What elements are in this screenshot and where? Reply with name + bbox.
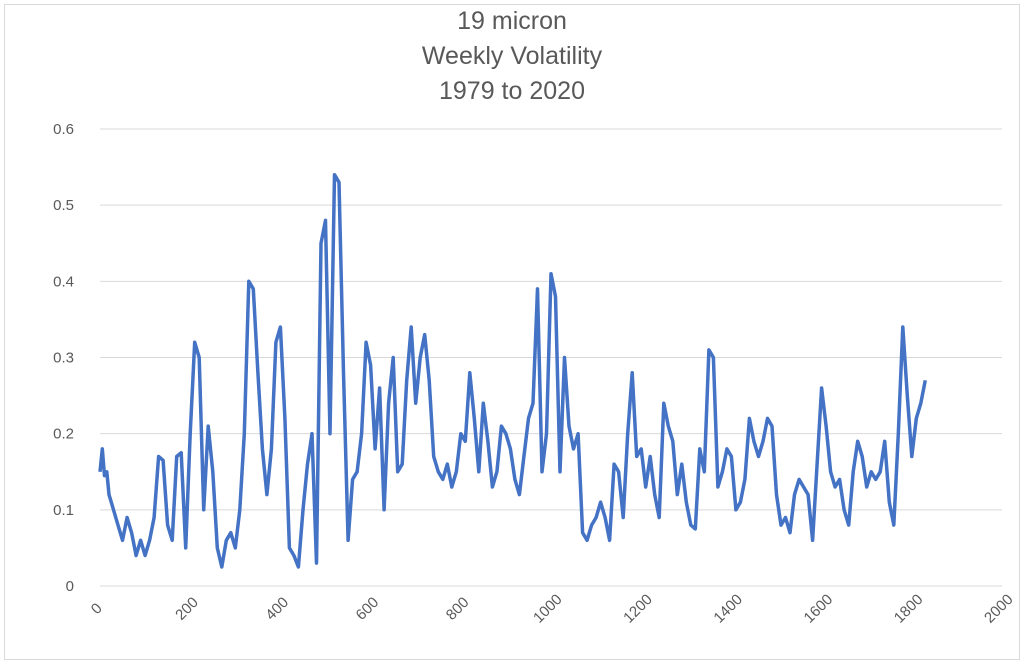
x-tick-label: 1800: [891, 591, 927, 627]
chart-title: 19 micron: [457, 7, 567, 35]
x-tick-label: 400: [262, 594, 292, 624]
y-tick-label: 0.1: [53, 502, 74, 519]
x-tick-label: 1400: [710, 591, 746, 627]
y-tick-label: 0.4: [53, 273, 74, 290]
x-tick-label: 2000: [981, 591, 1017, 627]
x-tick-label: 600: [353, 594, 383, 624]
chart-subtitle: Weekly Volatility: [421, 42, 603, 70]
y-tick-label: 0.5: [53, 197, 74, 214]
x-tick-label: 200: [172, 594, 202, 624]
x-tick-label: 800: [443, 594, 473, 624]
chart-subtitle-years: 1979 to 2020: [439, 77, 585, 105]
y-tick-label: 0: [66, 578, 74, 595]
x-tick-label: 1600: [801, 591, 837, 627]
chart-frame: [4, 4, 1020, 660]
y-tick-label: 0.2: [53, 426, 74, 443]
x-tick-label: 1000: [530, 591, 566, 627]
y-tick-label: 0.3: [53, 350, 74, 367]
x-tick-label: 0: [88, 600, 106, 618]
series-line: [98, 172, 928, 569]
x-tick-label: 1200: [620, 591, 656, 627]
y-tick-label: 0.6: [53, 121, 74, 138]
